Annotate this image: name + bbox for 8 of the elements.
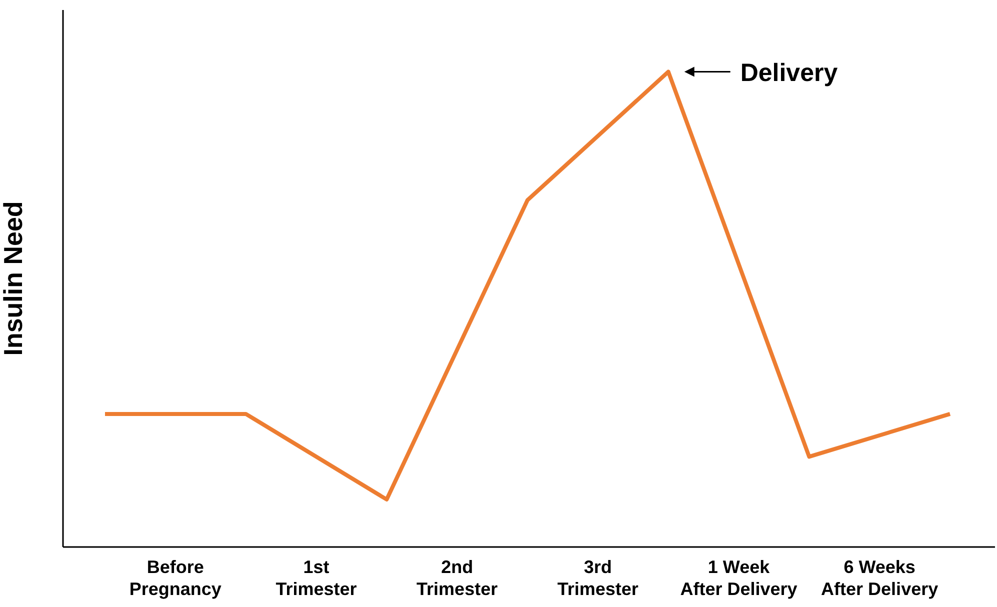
x-tick-label: 3rd Trimester: [557, 557, 638, 599]
x-tick-label: 1 Week After Delivery: [680, 557, 798, 599]
y-axis-title: Insulin Need: [0, 201, 28, 356]
x-tick-label: 1st Trimester: [276, 557, 357, 599]
x-tick-label: 6 Weeks After Delivery: [821, 557, 938, 599]
x-tick-label: Before Pregnancy: [129, 557, 222, 599]
x-tick-label: 2nd Trimester: [416, 557, 498, 599]
annotation: Delivery: [740, 58, 838, 87]
